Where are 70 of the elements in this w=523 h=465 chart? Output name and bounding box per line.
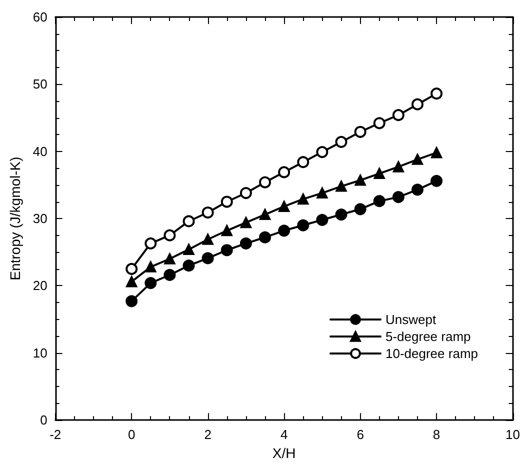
point [182,260,195,272]
x-tick-label: 0 [128,427,136,442]
point [164,268,176,281]
point [278,166,290,178]
point [221,225,232,236]
y-tick-label: 20 [32,278,48,294]
x-tick-label: 10 [506,427,520,442]
point [411,184,424,196]
point [316,214,328,226]
legend-label: Unswept [386,312,436,327]
point [316,188,328,199]
point [202,234,214,245]
x-tick-label: 8 [432,427,440,442]
point [278,200,290,212]
point [431,147,442,158]
point [202,252,214,264]
point [392,161,404,172]
x-tick-label: 6 [356,427,364,442]
point [220,196,233,208]
x-axis-title: X/H [272,445,296,461]
point [297,156,310,168]
x-tick-label: -2 [50,427,62,442]
point [260,209,271,220]
point [259,231,272,244]
point [374,168,385,180]
point [202,206,214,218]
y-axis-title: Entropy (J/kgmol-K) [7,156,23,280]
point [373,195,386,208]
y-tick-label: 0 [40,412,48,428]
point [354,203,366,216]
point [145,261,156,272]
point [412,154,423,165]
y-tick-label: 50 [32,76,48,92]
point [126,262,138,275]
point [411,98,424,110]
point [144,277,157,290]
point [126,295,138,308]
point [259,176,272,188]
point [354,174,366,186]
point [220,244,233,256]
point [335,136,348,148]
legend-label: 10-degree ramp [386,346,478,361]
y-tick-label: 30 [32,211,48,226]
point [278,224,290,237]
point [240,187,252,200]
x-tick-label: 4 [280,427,288,442]
y-tick-label: 10 [32,345,48,360]
point [144,237,157,250]
point [373,117,386,130]
point [336,180,347,192]
point [430,88,443,100]
point [183,244,194,255]
point [126,276,138,288]
point [240,217,252,228]
point [182,215,195,228]
point [392,191,404,204]
point [354,126,366,138]
x-tick-label: 2 [204,427,212,442]
y-tick-label: 40 [32,144,48,159]
point [164,229,176,242]
point [392,109,404,122]
point [316,146,328,158]
point [297,219,310,232]
point [164,253,176,264]
legend-label: 5-degree ramp [386,329,471,344]
point [298,194,309,205]
point [430,174,443,187]
point [335,208,348,221]
point [240,237,252,250]
y-tick-label: 60 [32,10,48,24]
